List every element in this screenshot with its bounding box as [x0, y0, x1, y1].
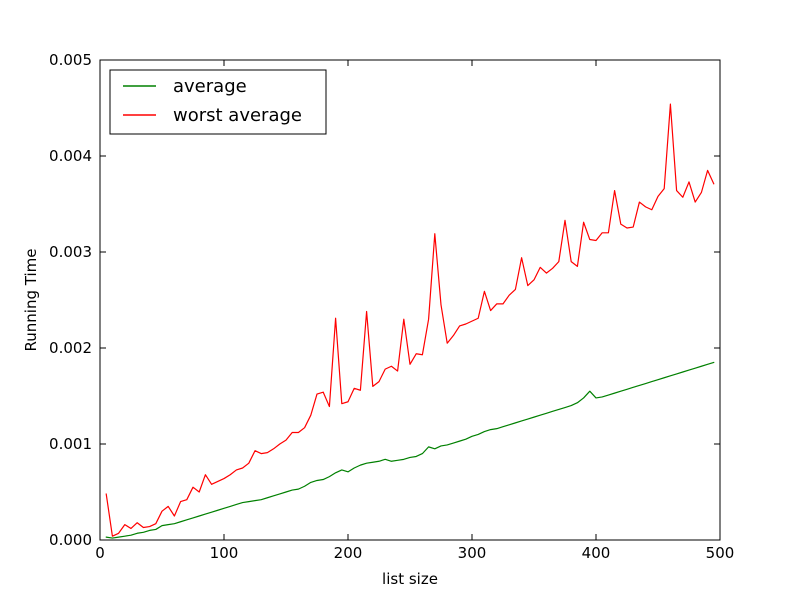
y-tick-label: 0.005 — [49, 51, 92, 69]
y-tick-label: 0.000 — [49, 531, 92, 549]
legend-label-worst-average: worst average — [173, 105, 302, 126]
x-tick-label: 100 — [210, 544, 239, 562]
x-tick-label: 400 — [582, 544, 611, 562]
tick-labels-layer: 0 100 200 300 400 500 0.000 0.001 0.002 0.003 0.00… — [49, 51, 734, 562]
series-line-average — [105, 361, 715, 539]
x-tick-label: 500 — [706, 544, 735, 562]
y-tick-label: 0.001 — [49, 435, 92, 453]
x-tick-label: 200 — [334, 544, 363, 562]
legend: average worst average — [109, 69, 327, 135]
y-tick-label: 0.004 — [49, 147, 92, 165]
x-tick-label: 300 — [458, 544, 487, 562]
plot-area — [100, 60, 720, 540]
y-tick-label: 0.003 — [49, 243, 92, 261]
legend-box — [109, 69, 327, 135]
x-tick-label: 0 — [95, 544, 105, 562]
series-layer — [105, 103, 715, 539]
y-axis-label: Running Time — [22, 249, 40, 352]
plot-frame — [99, 59, 721, 541]
y-tick-label: 0.002 — [49, 339, 92, 357]
legend-label-average: average — [173, 76, 247, 97]
x-axis-label: list size — [382, 570, 438, 588]
series-line-worst-average — [105, 103, 715, 537]
